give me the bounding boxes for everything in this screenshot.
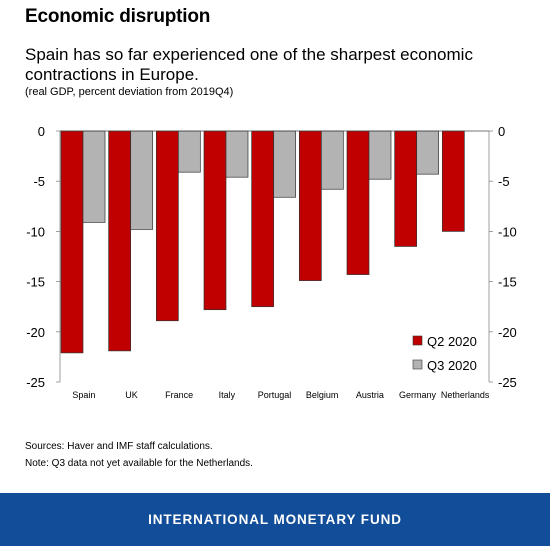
y-tick-label-right: -25 — [498, 375, 517, 390]
bars-group — [60, 130, 465, 354]
bar-q3-italy — [225, 130, 249, 178]
y-tick-label-left: -20 — [26, 325, 45, 340]
legend-swatch-q3 — [412, 359, 423, 370]
axes-group: Spain UK France Italy Portugal Belgium Austria… — [26, 124, 517, 400]
legend-label-q3: Q3 2020 — [427, 358, 477, 373]
y-tick-label-left: -15 — [26, 275, 45, 290]
bar-q2-uk — [108, 130, 132, 352]
y-tick-label-left: -10 — [26, 224, 45, 239]
chart-title: Economic disruption — [25, 6, 211, 27]
bar-q2-portugal — [251, 130, 275, 308]
bar-q2-italy — [203, 130, 227, 311]
bar-q3-belgium — [320, 130, 344, 190]
footnotes: Sources: Haver and IMF staff calculation… — [25, 438, 253, 472]
legend-label-q2: Q2 2020 — [427, 334, 477, 349]
x-tick-label: Germany — [399, 390, 437, 400]
y-tick-label-left: -5 — [33, 174, 45, 189]
bar-chart: Spain UK France Italy Portugal Belgium Austria… — [26, 124, 517, 400]
chart-subtitle: Spain has so far experienced one of the … — [25, 45, 473, 84]
y-tick-label-right: 0 — [498, 124, 505, 139]
y-tick-label-right: -10 — [498, 224, 517, 239]
y-tick-label-right: -5 — [498, 174, 510, 189]
x-tick-label: Portugal — [258, 390, 292, 400]
bar-q2-belgium — [298, 130, 322, 281]
bar-q2-netherlands — [441, 130, 465, 232]
data-note: Note: Q3 data not yet available for the … — [25, 458, 253, 469]
x-tick-label: Spain — [72, 390, 95, 400]
x-tick-label: Belgium — [306, 390, 339, 400]
bar-q2-austria — [346, 130, 370, 275]
bar-q2-france — [155, 130, 179, 322]
bar-q3-spain — [82, 130, 106, 223]
y-tick-label-right: -20 — [498, 325, 517, 340]
x-tick-label: Italy — [219, 390, 236, 400]
chart-unit-note: (real GDP, percent deviation from 2019Q4… — [25, 86, 234, 98]
y-tick-label-right: -15 — [498, 275, 517, 290]
bar-q3-austria — [368, 130, 392, 180]
bar-q3-uk — [130, 130, 154, 230]
legend-swatch-q2 — [412, 335, 423, 346]
legend: Q2 2020 Q3 2020 — [412, 334, 477, 373]
footer-banner: INTERNATIONAL MONETARY FUND — [0, 493, 550, 546]
organization-name: INTERNATIONAL MONETARY FUND — [148, 512, 402, 527]
bar-q2-spain — [60, 130, 84, 354]
bar-q3-germany — [416, 130, 440, 175]
y-tick-label-left: 0 — [38, 124, 45, 139]
x-tick-label: France — [165, 390, 193, 400]
x-tick-label: Austria — [356, 390, 384, 400]
bar-q2-germany — [394, 130, 418, 247]
x-tick-label: UK — [125, 390, 138, 400]
sources-note: Sources: Haver and IMF staff calculation… — [25, 441, 213, 452]
y-tick-label-left: -25 — [26, 375, 45, 390]
bar-q3-portugal — [273, 130, 297, 198]
x-tick-label: Netherlands — [441, 390, 490, 400]
bar-q3-france — [177, 130, 201, 173]
